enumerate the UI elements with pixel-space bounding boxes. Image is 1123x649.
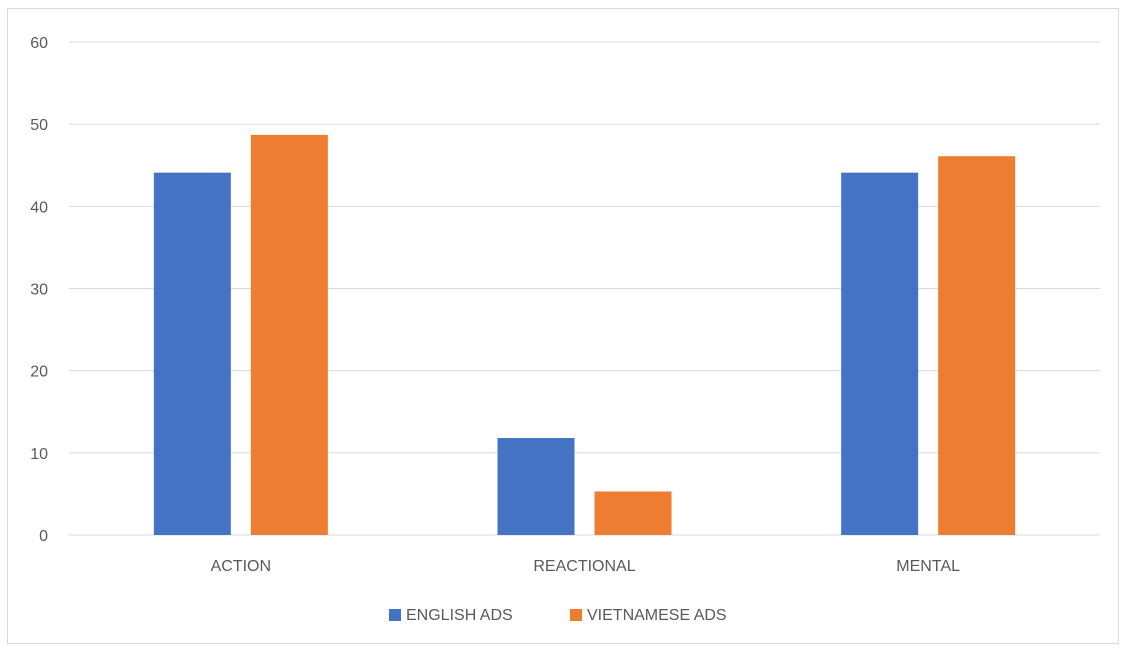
legend-label-english-ads: ENGLISH ADS bbox=[406, 607, 513, 624]
y-tick-label: 40 bbox=[30, 199, 48, 216]
bar-action-english-ads bbox=[153, 172, 231, 535]
bar-reactional-vietnamese-ads bbox=[594, 491, 672, 535]
legend-label-vietnamese-ads: VIETNAMESE ADS bbox=[587, 607, 727, 624]
y-tick-label: 20 bbox=[30, 364, 48, 381]
x-axis-tick-labels: ACTION REACTIONAL MENTAL bbox=[211, 558, 961, 575]
y-tick-label: 30 bbox=[30, 282, 48, 299]
bars bbox=[153, 134, 1016, 535]
legend: ENGLISH ADS VIETNAMESE ADS bbox=[389, 607, 727, 624]
legend-swatch-vietnamese-ads bbox=[570, 609, 582, 621]
bar-action-vietnamese-ads bbox=[250, 134, 328, 535]
y-tick-label: 60 bbox=[30, 35, 48, 52]
gridlines bbox=[69, 41, 1100, 536]
y-tick-label: 50 bbox=[30, 117, 48, 134]
legend-swatch-english-ads bbox=[389, 609, 401, 621]
x-tick-label-reactional: REACTIONAL bbox=[533, 558, 635, 575]
bar-reactional-english-ads bbox=[497, 438, 575, 535]
y-axis-tick-labels: 0 10 20 30 40 50 60 bbox=[30, 35, 48, 545]
bar-mental-english-ads bbox=[841, 172, 919, 535]
x-tick-label-action: ACTION bbox=[211, 558, 271, 575]
bar-mental-vietnamese-ads bbox=[938, 156, 1016, 535]
y-tick-label: 10 bbox=[30, 446, 48, 463]
x-tick-label-mental: MENTAL bbox=[896, 558, 960, 575]
y-tick-label: 0 bbox=[39, 528, 48, 545]
